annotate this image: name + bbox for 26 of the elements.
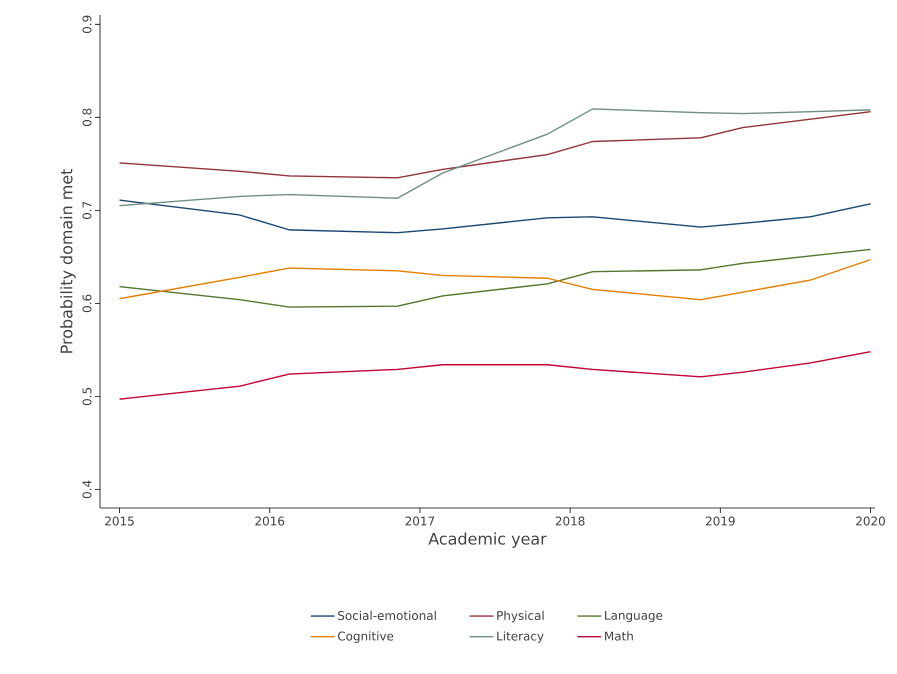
line-series (118, 111, 872, 178)
legend-label: Physical (497, 610, 544, 622)
y-tick-label: 0.9 (82, 16, 92, 34)
x-tick-label: 2015 (105, 516, 134, 526)
legend-label: Social-emotional (338, 610, 436, 620)
legend-label: Language (605, 610, 662, 622)
line-series (118, 258, 872, 300)
y-tick-label: 0.4 (82, 480, 92, 498)
y-tick-label: 0.7 (82, 202, 92, 220)
line-series (118, 108, 872, 206)
x-tick-label: 2020 (856, 516, 885, 526)
x-tick-label: 2017 (406, 516, 434, 526)
legend-label: Literacy (497, 631, 544, 643)
legend-label: Math (605, 631, 633, 641)
y-tick-label: 0.6 (82, 294, 92, 312)
line-series (118, 248, 872, 308)
legend-label: Cognitive (338, 631, 394, 643)
y-tick-label: 0.8 (82, 108, 92, 126)
line-series (118, 351, 872, 400)
x-tick-label: 2019 (706, 516, 735, 526)
line-series (118, 199, 872, 234)
x-tick-label: 2016 (255, 516, 284, 526)
y-axis-title: Probability domain met (60, 169, 76, 353)
x-axis-title: Academic year (428, 532, 547, 548)
y-tick-label: 0.5 (82, 388, 92, 406)
x-tick-label: 2018 (556, 516, 584, 526)
